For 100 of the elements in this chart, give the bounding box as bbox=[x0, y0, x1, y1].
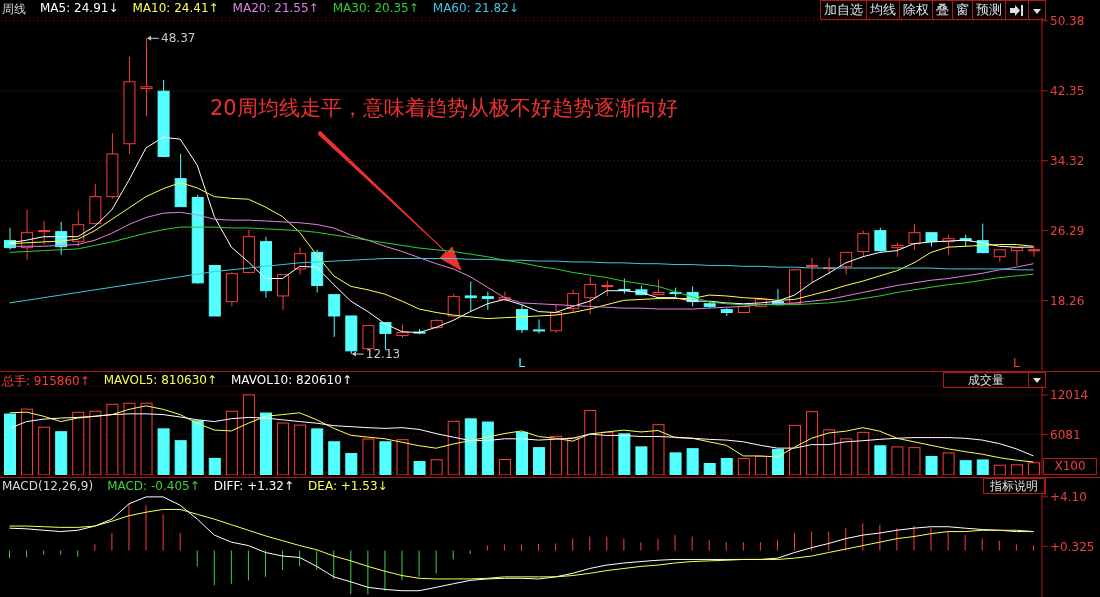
bar bbox=[157, 428, 170, 475]
bar bbox=[21, 408, 34, 475]
line-series bbox=[9, 226, 1034, 306]
bar bbox=[55, 431, 68, 475]
bar bbox=[140, 402, 153, 475]
text: MA5: 24.91↓ bbox=[40, 1, 119, 17]
annotation: 48.37 bbox=[161, 31, 196, 46]
candlestick bbox=[515, 304, 528, 334]
line-series bbox=[9, 405, 1034, 463]
chart-title: 周线 bbox=[2, 1, 26, 17]
bar bbox=[618, 433, 631, 475]
text: 预测 bbox=[973, 1, 1006, 19]
bar bbox=[806, 411, 819, 475]
candlestick bbox=[140, 37, 153, 117]
bar bbox=[874, 445, 887, 475]
text: MA20: 21.55↑ bbox=[232, 1, 319, 17]
bar bbox=[191, 420, 204, 475]
bar bbox=[993, 464, 1006, 475]
bar bbox=[840, 438, 853, 475]
bar bbox=[345, 453, 358, 475]
bar bbox=[652, 424, 665, 475]
candlestick bbox=[464, 281, 477, 313]
line-series bbox=[9, 413, 1034, 457]
text: DIFF: +1.32↑ bbox=[213, 479, 295, 495]
bar bbox=[430, 459, 443, 475]
bar bbox=[481, 421, 494, 475]
candlestick bbox=[379, 321, 392, 351]
bar bbox=[1027, 462, 1040, 475]
bar bbox=[396, 439, 409, 475]
bar bbox=[89, 410, 102, 475]
bar bbox=[550, 435, 563, 475]
y-tick-label: 6081 bbox=[1050, 427, 1081, 442]
bar bbox=[208, 457, 221, 475]
candlestick bbox=[481, 291, 494, 311]
bar bbox=[464, 418, 477, 475]
bar bbox=[311, 428, 324, 475]
bar bbox=[669, 452, 682, 475]
candlestick bbox=[38, 220, 51, 246]
text: DEA: +1.53↓ bbox=[308, 479, 388, 495]
bar bbox=[498, 459, 511, 475]
y-tick-label: 50.38 bbox=[1050, 14, 1085, 29]
series-label: 总手: 915860↑ bbox=[2, 373, 90, 389]
bar bbox=[908, 447, 921, 475]
bar bbox=[584, 410, 597, 475]
candlestick bbox=[857, 230, 870, 258]
bar bbox=[533, 447, 546, 475]
text: MA30: 20.35↑ bbox=[332, 1, 419, 17]
y-tick-label: +4.10 bbox=[1050, 490, 1087, 505]
bar bbox=[413, 461, 426, 475]
bar bbox=[737, 458, 750, 475]
text: MAVOL10: 820610↑ bbox=[231, 373, 352, 389]
bar bbox=[447, 420, 460, 475]
candlestick bbox=[533, 318, 546, 334]
chart-title: MACD(12,26,9) bbox=[2, 479, 94, 495]
candlestick bbox=[1027, 246, 1040, 258]
annotation: L bbox=[518, 356, 526, 370]
bar bbox=[328, 441, 341, 475]
bar bbox=[567, 437, 580, 475]
text: 加自选 bbox=[821, 1, 867, 19]
bar bbox=[4, 413, 16, 475]
candlestick bbox=[328, 294, 341, 338]
bar bbox=[225, 410, 238, 475]
line-series bbox=[9, 508, 1034, 580]
bar bbox=[242, 394, 255, 475]
text: MA10: 24.41↑ bbox=[132, 1, 219, 17]
bar bbox=[72, 411, 85, 475]
text: MAVOL5: 810630↑ bbox=[103, 373, 218, 389]
bar bbox=[720, 458, 733, 475]
candlestick bbox=[277, 273, 290, 311]
bar bbox=[259, 412, 272, 475]
candlestick bbox=[447, 293, 460, 318]
text: MA60: 21.82↓ bbox=[432, 1, 519, 17]
bar bbox=[277, 422, 290, 475]
bar bbox=[789, 424, 802, 475]
text: 叠 bbox=[933, 1, 953, 19]
bar bbox=[959, 460, 972, 475]
annotation: 12.13 bbox=[365, 347, 401, 362]
bar bbox=[942, 452, 955, 475]
bar bbox=[294, 424, 307, 475]
y-tick-label: 18.26 bbox=[1050, 293, 1085, 308]
y-tick-label: 26.29 bbox=[1050, 223, 1085, 238]
annotation: 指标说明 bbox=[984, 479, 1045, 493]
series-label: MACD: -0.405↑ bbox=[107, 479, 200, 495]
text: 均线 bbox=[867, 1, 900, 19]
bar bbox=[601, 431, 614, 475]
annotation: 20周均线走平，意味着趋势从极不好趋势逐渐向好 bbox=[210, 95, 678, 122]
bar bbox=[379, 441, 392, 475]
bar bbox=[754, 455, 767, 475]
y-tick-label: 12014 bbox=[1050, 388, 1089, 403]
y-axis-title: X100 bbox=[1043, 458, 1097, 475]
text: 除权 bbox=[900, 1, 933, 19]
candlestick bbox=[908, 223, 921, 251]
bar bbox=[123, 402, 136, 475]
y-tick-label: 42.35 bbox=[1050, 84, 1085, 99]
bar bbox=[891, 446, 904, 475]
annotation: L bbox=[1013, 356, 1021, 370]
text: 窗 bbox=[953, 1, 973, 19]
bar bbox=[857, 431, 870, 475]
y-tick-label: +0.325 bbox=[1050, 539, 1095, 554]
annotation: 成交量 bbox=[944, 373, 1029, 387]
